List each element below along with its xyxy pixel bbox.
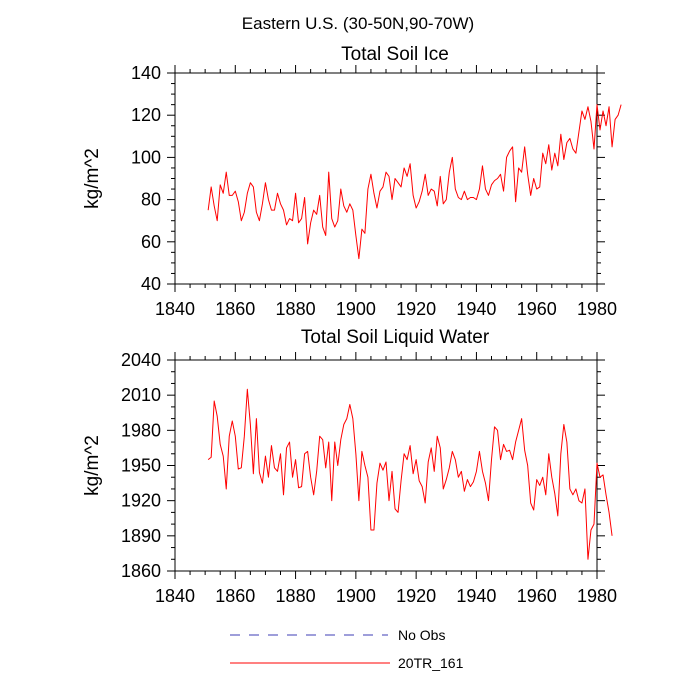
soil-ice-series-20tr-161 (207, 104, 622, 260)
soil-liquid-x-tick-label: 1860 (215, 586, 255, 606)
soil-ice-y-tick-label: 40 (141, 274, 161, 294)
soil-ice-x-tick-label: 1860 (215, 299, 255, 319)
soil-ice-title: Total Soil Ice (341, 44, 449, 65)
soil-ice-x-tick-label: 1880 (276, 299, 316, 319)
soil-liquid-y-tick-label: 1890 (121, 526, 161, 546)
soil-liquid-series-20tr-161 (207, 388, 613, 560)
soil-liquid-x-tick-label: 1900 (336, 586, 376, 606)
soil-liquid-y-tick-label: 1920 (121, 491, 161, 511)
figure-suptitle: Eastern U.S. (30-50N,90-70W) (242, 14, 474, 33)
soil-ice-y-tick-label: 100 (131, 147, 161, 167)
soil-ice-y-tick-label: 140 (131, 63, 161, 83)
soil-liquid-y-axis-label: kg/m^2 (82, 435, 103, 496)
soil-ice-x-tick-label: 1940 (456, 299, 496, 319)
legend-20tr-161-label: 20TR_161 (398, 655, 464, 671)
soil-ice-panel: Total Soil Ice 1840 1860 1880 1900 1920 1940 19… (82, 44, 622, 319)
soil-liquid-water-panel: Total Soil Liquid Water 1840 1860 1880 1900 1… (82, 327, 617, 606)
soil-liquid-x-tick-label: 1840 (155, 586, 195, 606)
legend: No Obs 20TR_161 (230, 627, 464, 671)
soil-liquid-x-tick-label: 1920 (396, 586, 436, 606)
soil-ice-x-tick-label: 1920 (396, 299, 436, 319)
soil-liquid-y-tick-label: 1950 (121, 456, 161, 476)
soil-liquid-x-tick-label: 1980 (577, 586, 617, 606)
soil-liquid-x-tick-label: 1940 (456, 586, 496, 606)
soil-ice-y-axis-label: kg/m^2 (82, 148, 103, 209)
soil-liquid-y-tick-label: 1980 (121, 420, 161, 440)
soil-ice-y-tick-label: 80 (141, 190, 161, 210)
soil-liquid-y-tick-label: 2040 (121, 350, 161, 370)
soil-ice-x-tick-label: 1900 (336, 299, 376, 319)
soil-ice-x-tick-label: 1960 (517, 299, 557, 319)
soil-ice-x-tick-label: 1980 (577, 299, 617, 319)
soil-liquid-y-tick-label: 2010 (121, 385, 161, 405)
soil-liquid-x-tick-label: 1880 (276, 586, 316, 606)
soil-ice-x-tick-label: 1840 (155, 299, 195, 319)
soil-ice-y-tick-label: 60 (141, 232, 161, 252)
soil-liquid-title: Total Soil Liquid Water (301, 327, 490, 348)
soil-ice-y-tick-label: 120 (131, 105, 161, 125)
soil-liquid-x-tick-label: 1960 (517, 586, 557, 606)
soil-liquid-y-tick-label: 1860 (121, 561, 161, 581)
legend-no-obs-label: No Obs (398, 627, 445, 643)
